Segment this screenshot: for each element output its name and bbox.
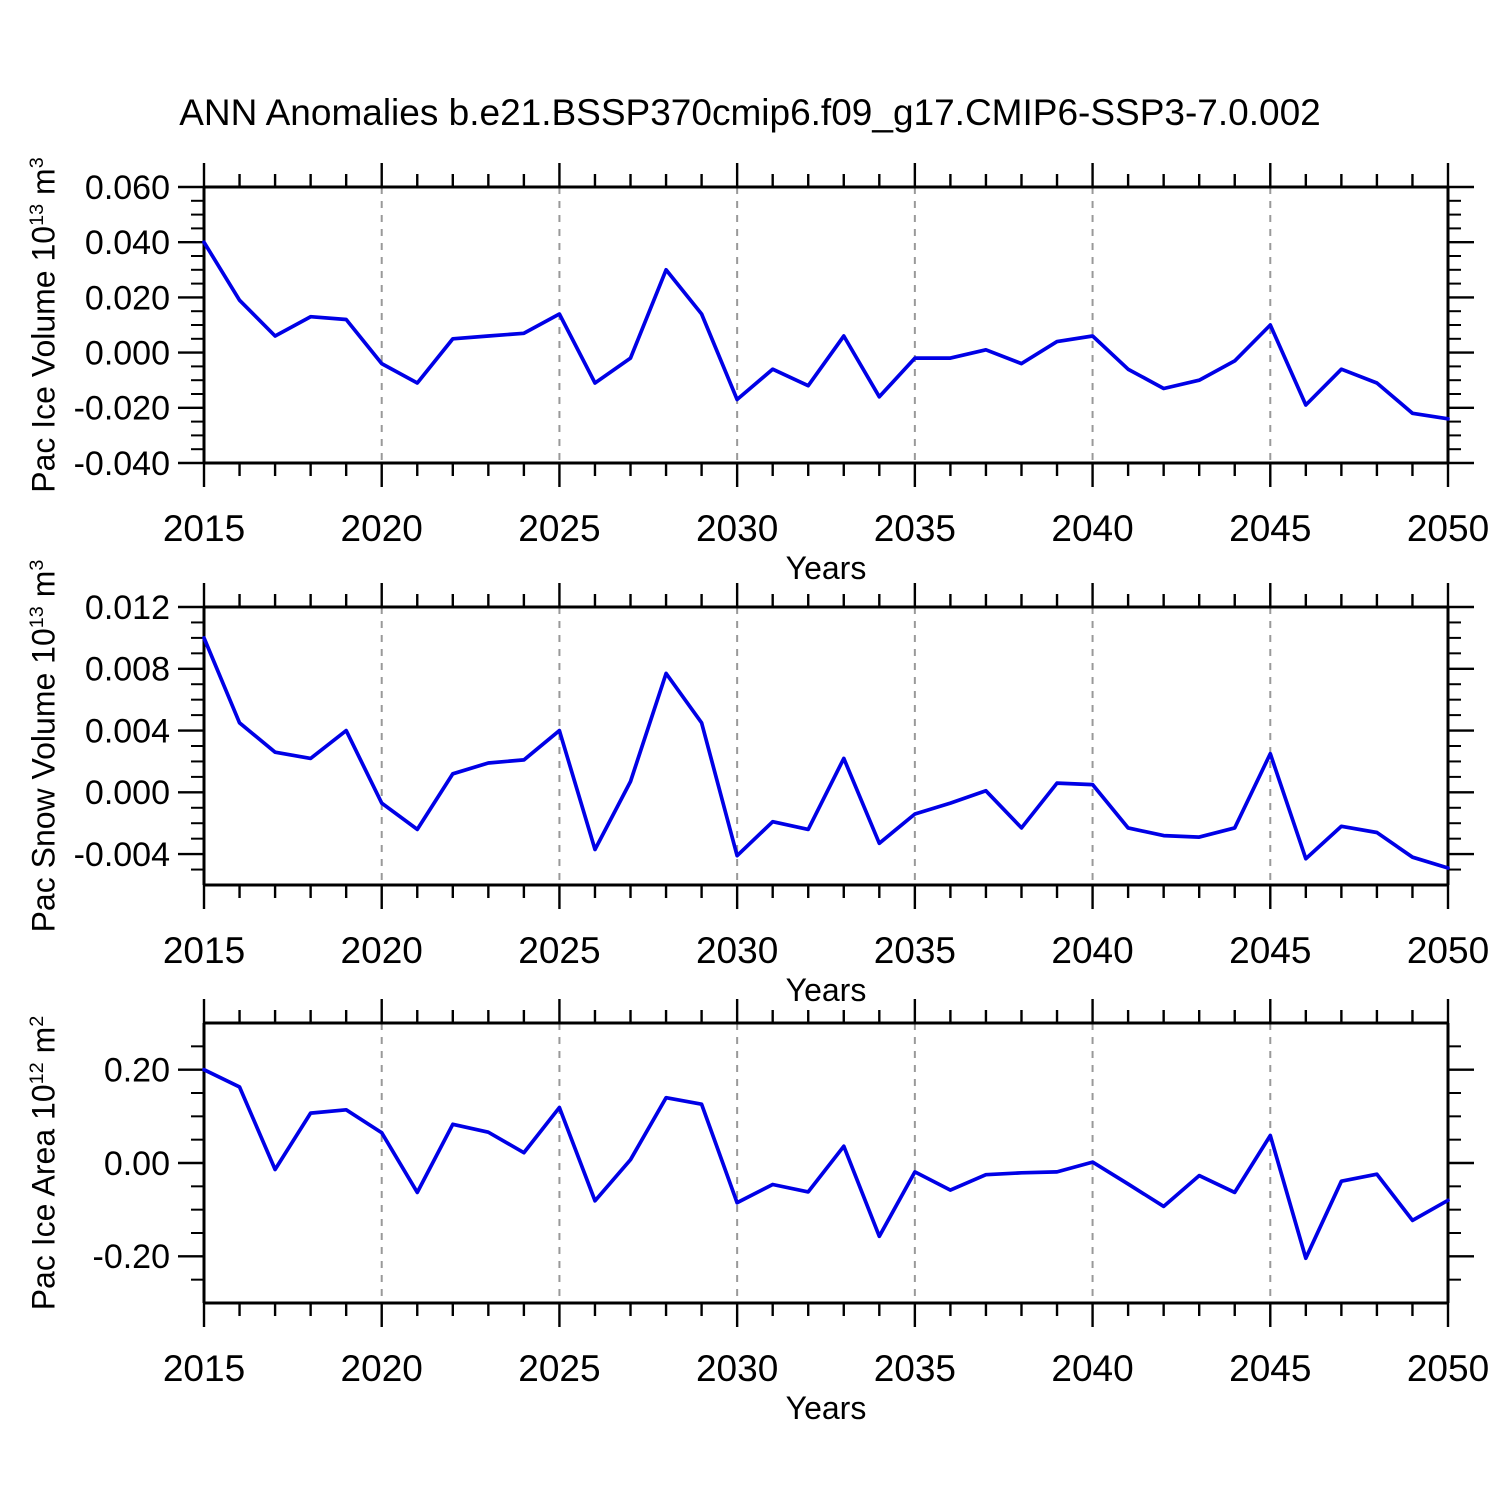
y-axis-label-exponent: 13: [25, 606, 48, 629]
x-tick-label: 2050: [1407, 1348, 1489, 1389]
chart-title: ANN Anomalies b.e21.BSSP370cmip6.f09_g17…: [179, 92, 1321, 133]
x-tick-label: 2045: [1229, 508, 1311, 549]
y-tick-label: -0.020: [74, 390, 170, 428]
y-axis-label-ice-area: Pac Ice Area 1012 m2: [26, 1016, 63, 1311]
y-axis-label-snow-volume: Pac Snow Volume 1013 m3: [26, 560, 63, 933]
y-tick-label: 0.020: [85, 279, 170, 317]
panel-ice-area: 0.20 0.00 -0.20 2015 2020 2025 2030 2035 2040 204…: [93, 999, 1489, 1389]
x-tick-label: 2040: [1051, 930, 1133, 971]
x-tick-label: 2020: [341, 930, 423, 971]
x-tick-label: 2035: [874, 508, 956, 549]
y-axis-label-text: Pac Ice Volume 10: [25, 225, 62, 493]
x-tick-label: 2015: [163, 508, 245, 549]
x-tick-label: 2030: [696, 930, 778, 971]
y-tick-label: 0.008: [85, 651, 170, 689]
data-line-snow-volume: [202, 636, 1450, 870]
x-tick-label: 2035: [874, 1348, 956, 1389]
x-axis-label-panel-2: Years: [785, 972, 867, 1008]
x-tick-label: 2050: [1407, 930, 1489, 971]
x-tick-label: 2040: [1051, 508, 1133, 549]
x-axis-label-panel-1: Years: [785, 550, 867, 586]
x-tick-label: 2020: [341, 508, 423, 549]
y-tick-label: 0.000: [85, 335, 170, 373]
y-tick-label: 0.060: [85, 169, 170, 207]
data-line-ice-area: [202, 1067, 1450, 1261]
panel-ice-volume: 0.060 0.040 0.020 0.000 -0.020 -0.040 2015 2020…: [74, 163, 1489, 549]
x-tick-label: 2045: [1229, 1348, 1311, 1389]
y-tick-label: 0.040: [85, 224, 170, 262]
panel-snow-volume: 0.012 0.008 0.004 0.000 -0.004 2015 2020 2025 20…: [74, 583, 1489, 971]
y-tick-label: 0.004: [85, 712, 170, 750]
x-tick-label: 2025: [518, 508, 600, 549]
y-axis-label-text: Pac Ice Area 10: [25, 1084, 62, 1311]
y-axis-label-ice-volume: Pac Ice Volume 1013 m3: [26, 157, 63, 492]
y-tick-label: -0.040: [74, 445, 170, 483]
y-axis-label-unit-exponent: 3: [25, 157, 48, 169]
x-tick-label: 2035: [874, 930, 956, 971]
y-tick-label: 0.20: [104, 1052, 170, 1090]
y-axis-label-unit: m: [25, 168, 62, 204]
x-tick-label: 2015: [163, 1348, 245, 1389]
x-tick-label: 2030: [696, 508, 778, 549]
y-axis-label-unit: m: [25, 570, 62, 607]
y-axis-label-unit: m: [25, 1026, 62, 1063]
x-tick-label: 2030: [696, 1348, 778, 1389]
x-axis-label-panel-3: Years: [785, 1390, 867, 1426]
y-tick-label: -0.004: [74, 836, 170, 874]
data-line-ice-volume: [202, 240, 1450, 421]
y-tick-label: 0.000: [85, 774, 170, 812]
y-axis-label-text: Pac Snow Volume 10: [25, 628, 62, 933]
x-tick-label: 2045: [1229, 930, 1311, 971]
x-tick-label: 2025: [518, 930, 600, 971]
y-tick-label: 0.00: [104, 1145, 170, 1183]
x-tick-label: 2020: [341, 1348, 423, 1389]
x-tick-label: 2040: [1051, 1348, 1133, 1389]
x-tick-label: 2015: [163, 930, 245, 971]
x-tick-label: 2025: [518, 1348, 600, 1389]
y-axis-label-unit-exponent: 3: [25, 559, 48, 571]
y-axis-label-exponent: 13: [25, 203, 48, 226]
y-axis-label-unit-exponent: 2: [25, 1015, 48, 1027]
x-tick-label: 2050: [1407, 508, 1489, 549]
y-tick-label: -0.20: [93, 1238, 171, 1276]
y-tick-label: 0.012: [85, 589, 170, 627]
y-axis-label-exponent: 12: [25, 1062, 48, 1085]
